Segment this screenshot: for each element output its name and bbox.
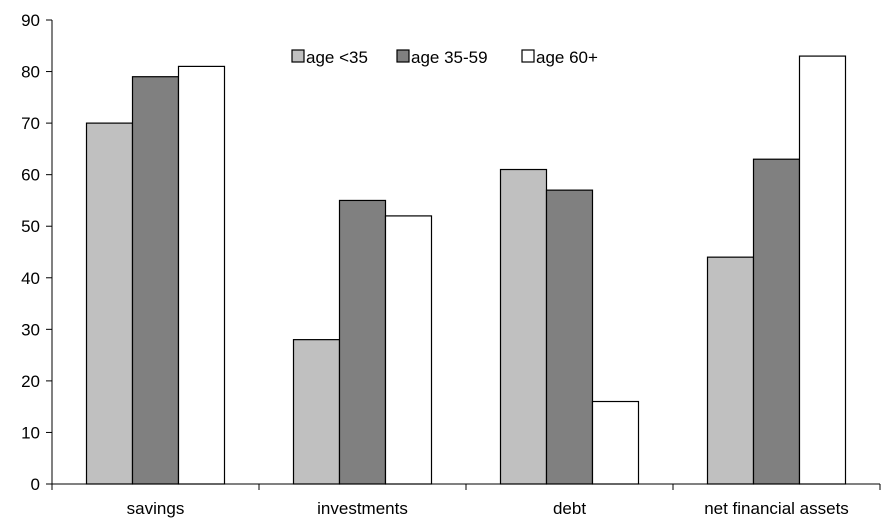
bar — [292, 339, 341, 485]
legend-swatch — [291, 49, 305, 63]
y-tick-label: 40 — [21, 269, 40, 288]
bar — [591, 400, 640, 485]
y-tick-label: 60 — [21, 166, 40, 185]
bar — [131, 76, 180, 485]
legend-label: age 35-59 — [411, 48, 488, 67]
x-axis: savings investments debt net financial asse… — [51, 483, 881, 518]
bar — [545, 189, 594, 485]
y-axis: 0 10 20 30 40 50 60 70 80 90 — [21, 11, 53, 494]
x-category-label: debt — [553, 499, 586, 518]
x-category-label: savings — [127, 499, 185, 518]
y-tick-label: 0 — [31, 475, 40, 494]
legend-swatch — [396, 49, 410, 63]
bar — [177, 65, 226, 485]
legend-label: age 60+ — [536, 48, 598, 67]
y-tick-label: 30 — [21, 320, 40, 339]
bar — [499, 168, 548, 485]
bar — [752, 158, 801, 485]
x-category-label: net financial assets — [704, 499, 849, 518]
bar — [706, 256, 755, 485]
y-tick-label: 80 — [21, 63, 40, 82]
legend-label: age <35 — [306, 48, 368, 67]
y-tick-label: 20 — [21, 372, 40, 391]
legend: age <35 age 35-59 age 60+ — [291, 48, 598, 67]
legend-swatch — [521, 49, 535, 63]
y-tick-label: 90 — [21, 11, 40, 30]
x-category-label: investments — [317, 499, 408, 518]
bar — [798, 55, 847, 485]
y-tick-label: 70 — [21, 114, 40, 133]
bar — [85, 122, 134, 485]
bar — [338, 199, 387, 485]
y-tick-label: 10 — [21, 423, 40, 442]
bar — [384, 215, 433, 485]
y-tick-label: 50 — [21, 217, 40, 236]
bars — [85, 55, 847, 485]
